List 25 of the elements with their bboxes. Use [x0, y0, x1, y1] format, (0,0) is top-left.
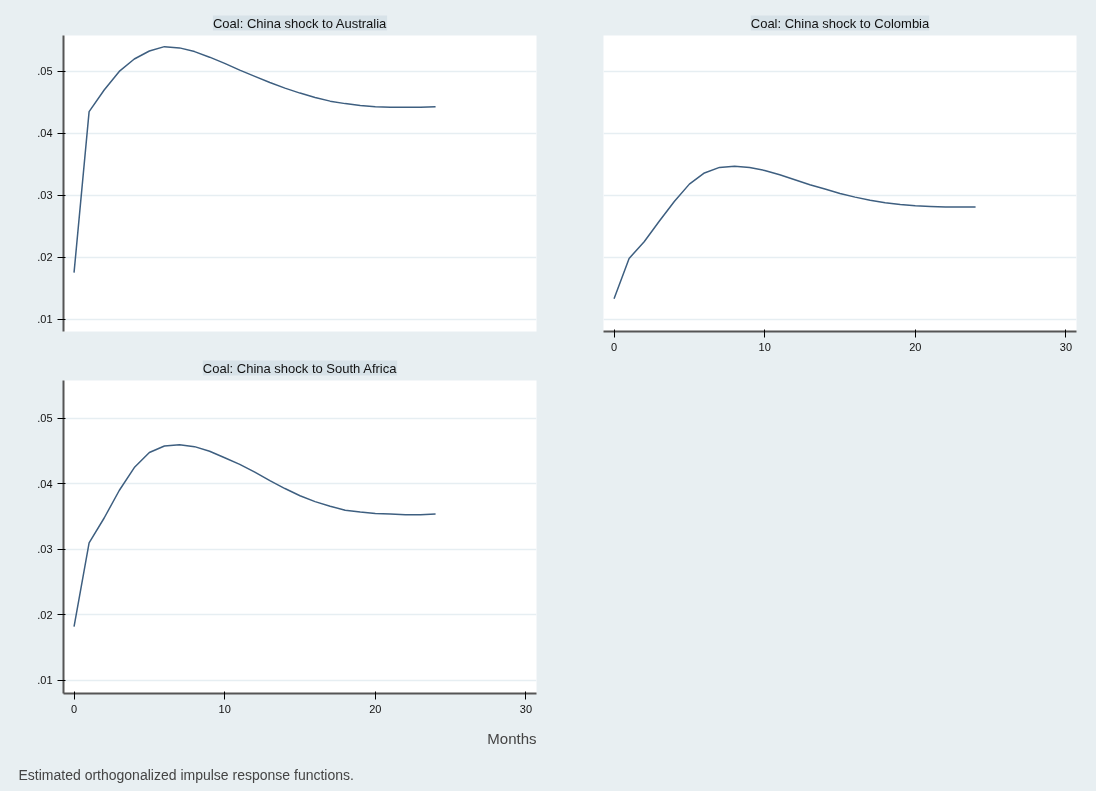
y-tick-label: .03: [37, 543, 53, 556]
y-tick-label: .04: [37, 127, 53, 140]
text: Estimated orthogonalized impulse response functions.: [18, 766, 354, 783]
x-tick-label: 20: [369, 702, 382, 715]
y-tick-label: .02: [37, 608, 53, 621]
chart-title: Coal: China shock to South Africa: [202, 360, 398, 376]
x-tick-label: 10: [218, 702, 231, 715]
x-tick-label: 20: [909, 340, 922, 353]
y-tick-label: .04: [37, 477, 53, 490]
y-tick-label: .01: [37, 674, 53, 687]
y-tick-label: .03: [37, 189, 53, 202]
x-tick-label: 0: [70, 702, 78, 715]
x-tick-label: 30: [519, 702, 533, 715]
line-series: [73, 45, 437, 274]
chart-title: Coal: China shock to Colombia: [750, 15, 931, 31]
x-axis-title: Months: [487, 729, 537, 747]
y-tick-label: .05: [37, 65, 53, 78]
x-tick-label: 10: [758, 340, 771, 353]
line-series: [73, 443, 437, 628]
x-tick-label: 30: [1059, 340, 1073, 353]
y-tick-label: .02: [37, 251, 53, 264]
y-tick-label: .05: [37, 412, 53, 425]
chart-title: Coal: China shock to Australia: [212, 15, 388, 31]
x-tick-label: 0: [610, 340, 618, 353]
y-tick-label: .01: [37, 313, 53, 326]
